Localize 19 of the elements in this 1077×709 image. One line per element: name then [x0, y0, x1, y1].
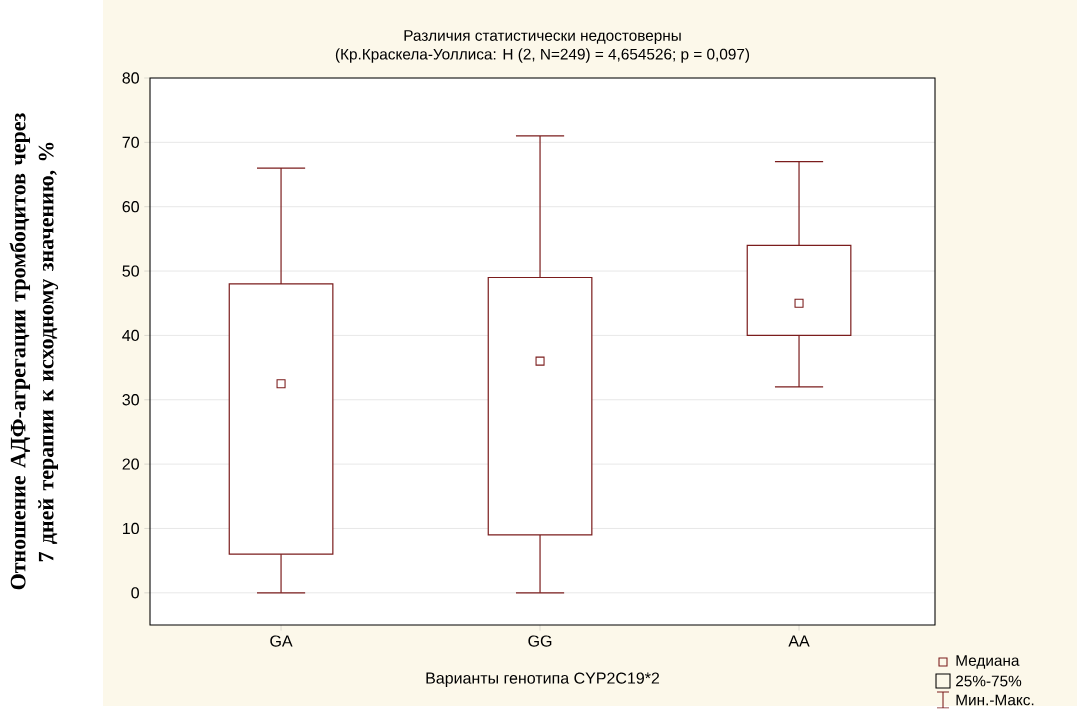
x-axis-title: Варианты генотипа CYP2C19*2	[426, 672, 660, 688]
text: Медиана	[956, 655, 1020, 670]
y-tick-label: 20	[122, 458, 139, 470]
x-tick-label: GA	[270, 635, 293, 647]
y-tick-label: 80	[122, 72, 139, 84]
text: Мин.-Макс.	[956, 694, 1034, 706]
y-axis-title: Отношение АДФ-агрегации тромбоцитов через 7 дней терапии к исходному значению, %	[9, 113, 59, 590]
y-tick-label: 50	[122, 265, 139, 277]
y-tick-label: 70	[122, 136, 139, 149]
text: 25%-75%	[956, 675, 1022, 687]
chart-title: Различия статистически недостоверны	[404, 30, 681, 45]
x-tick-label: AA	[788, 635, 810, 647]
x-tick-label: GG	[528, 635, 552, 647]
y-tick-label: 0	[131, 587, 139, 599]
chart-subtitle: (Кр.Краскела-Уоллиса: H (2, N=249) = 4,654526; p = 0,097)	[335, 48, 750, 63]
y-tick-label: 60	[122, 201, 139, 213]
y-tick-label: 10	[123, 523, 139, 535]
y-tick-label: 40	[122, 329, 139, 342]
y-tick-label: 30	[122, 394, 139, 406]
